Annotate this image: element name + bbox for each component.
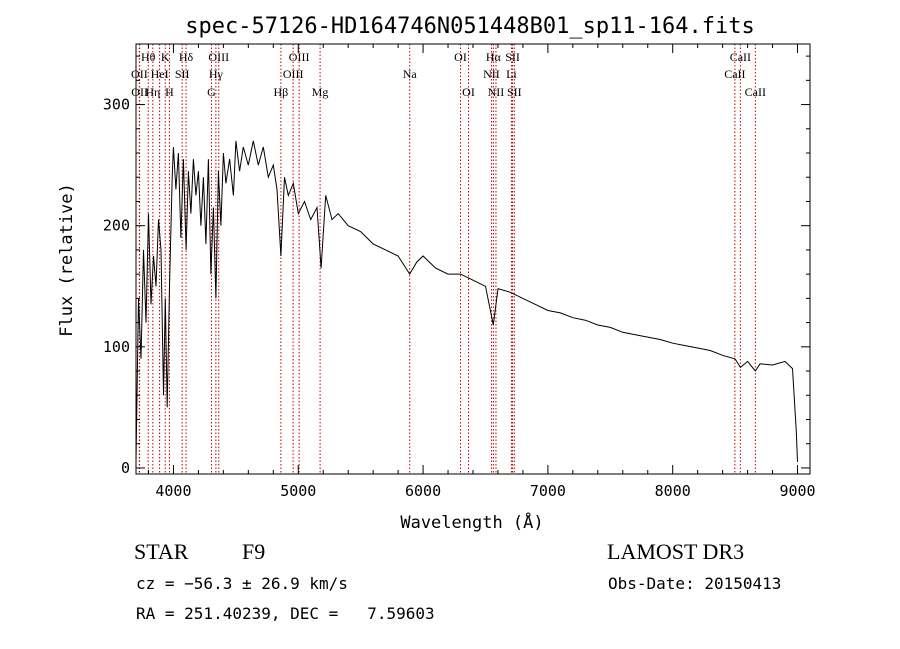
line-label: OI xyxy=(462,85,475,99)
line-label: SII xyxy=(175,67,190,81)
line-label: CaII xyxy=(730,50,751,64)
y-tick-label: 0 xyxy=(121,459,130,477)
x-axis-label: Wavelength (Å) xyxy=(400,511,543,533)
x-tick-label: 8000 xyxy=(655,482,691,500)
subclass: F9 xyxy=(242,539,266,564)
y-tick-label: 300 xyxy=(103,96,130,114)
y-axis-label: Flux (relative) xyxy=(57,183,77,337)
y-axis: 0 100 200 300 xyxy=(103,55,810,477)
line-label: CaII xyxy=(724,67,745,81)
x-tick-label: 5000 xyxy=(280,482,316,500)
plot-frame xyxy=(135,43,811,475)
line-label: OIII xyxy=(289,50,310,64)
line-label: SII xyxy=(505,50,520,64)
line-label: OI xyxy=(454,50,467,64)
x-tick-label: 7000 xyxy=(530,482,566,500)
line-label: Hδ xyxy=(179,50,194,64)
x-tick-label: 9000 xyxy=(779,482,815,500)
line-label: OII xyxy=(131,67,148,81)
x-axis: 4000 5000 6000 7000 8000 9000 xyxy=(147,44,816,500)
coordinates: RA = 251.40239, DEC = 7.59603 xyxy=(136,604,435,623)
line-label: Na xyxy=(403,67,418,81)
spectral-line-markers xyxy=(138,44,756,474)
survey-name: LAMOST DR3 xyxy=(607,539,745,564)
x-tick-label: 4000 xyxy=(155,482,191,500)
chart-title: spec-57126-HD164746N051448B01_sp11-164.f… xyxy=(185,14,755,39)
line-label: Li xyxy=(506,67,517,81)
line-label: OIII xyxy=(283,67,304,81)
spectrum-line xyxy=(135,140,798,462)
line-label: Hγ xyxy=(209,67,224,81)
line-label: G xyxy=(207,85,216,99)
line-label: H xyxy=(165,85,174,99)
line-label: Mg xyxy=(312,85,329,99)
line-label: K xyxy=(161,50,170,64)
redshift-value: cz = −56.3 ± 26.9 km/s xyxy=(136,574,348,593)
line-label: Hη xyxy=(145,85,160,99)
line-label: Hα xyxy=(486,50,502,64)
line-label: CaII xyxy=(745,85,766,99)
observation-date: Obs-Date: 20150413 xyxy=(608,574,782,593)
line-label: Hβ xyxy=(274,85,289,99)
y-tick-label: 100 xyxy=(103,338,130,356)
y-tick-label: 200 xyxy=(103,217,130,235)
line-label: HeI xyxy=(151,67,169,81)
object-class: STAR xyxy=(134,539,189,564)
line-label: SII xyxy=(507,85,522,99)
x-tick-label: 6000 xyxy=(405,482,441,500)
line-label: NII xyxy=(488,85,505,99)
line-label: NII xyxy=(483,67,500,81)
line-label: Hθ xyxy=(141,50,156,64)
line-label: OIII xyxy=(208,50,229,64)
line-label: OII xyxy=(131,85,148,99)
